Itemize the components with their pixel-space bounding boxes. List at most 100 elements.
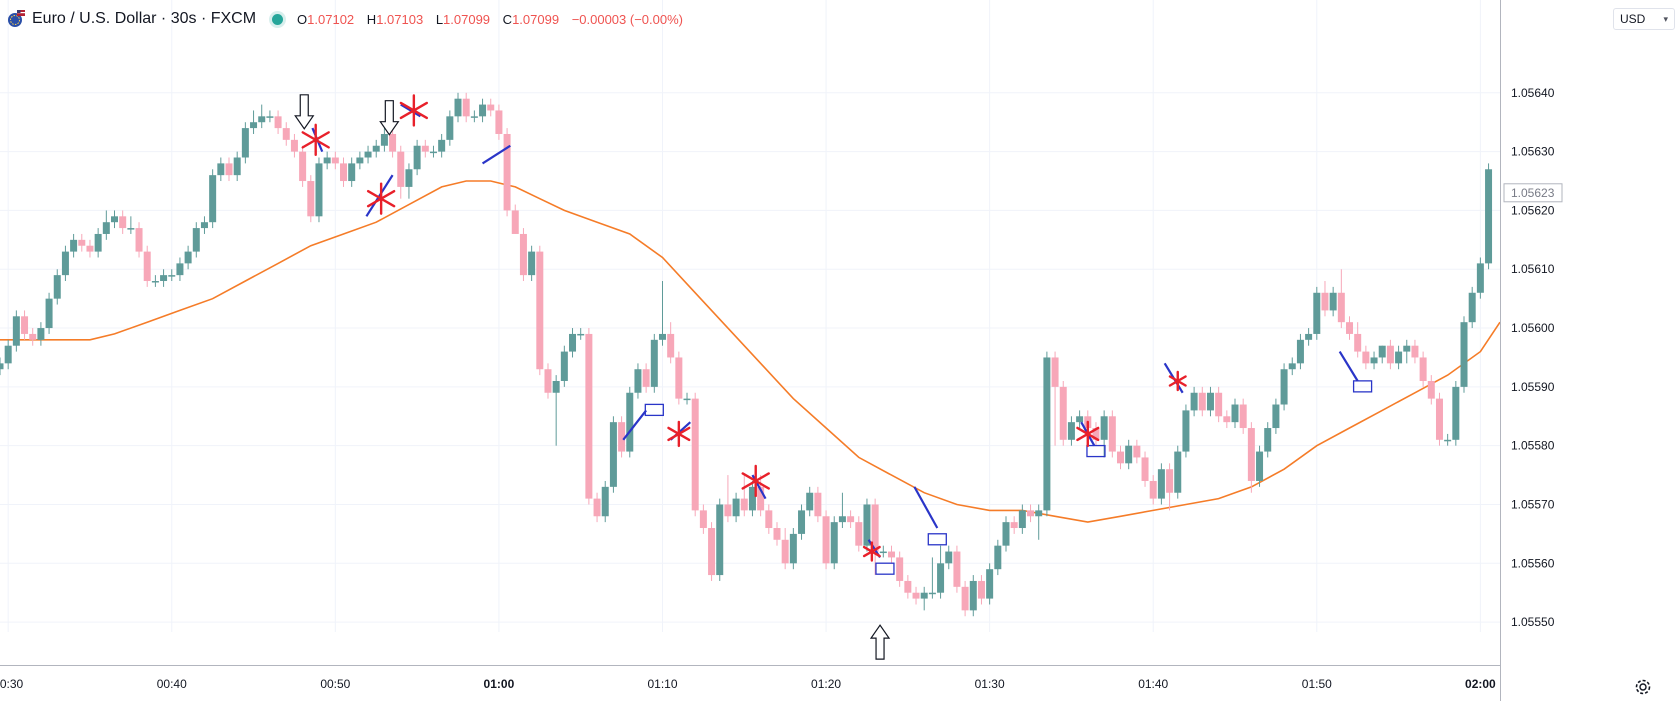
box-drawing[interactable]: [875, 562, 895, 575]
candle: [1108, 410, 1116, 458]
asterisk-stroke[interactable]: [862, 545, 881, 558]
trend-line-drawing[interactable]: [400, 103, 421, 118]
candle: [1133, 439, 1141, 464]
asterisk-stroke[interactable]: [399, 101, 429, 120]
candle: [1035, 504, 1043, 540]
arrow-down-marker[interactable]: [294, 94, 315, 130]
candle: [225, 157, 233, 182]
candle-body: [0, 363, 4, 370]
candle-body: [1076, 416, 1084, 423]
symbol-flag-icon[interactable]: [6, 9, 26, 29]
asterisk-marker[interactable]: [366, 182, 396, 215]
candle: [45, 292, 53, 334]
candle: [340, 157, 348, 187]
candle: [691, 392, 699, 517]
candle-body: [454, 98, 462, 117]
candle: [70, 233, 78, 258]
candle-body: [462, 98, 470, 117]
ohlc-high-value: 1.07103: [376, 11, 424, 27]
candle-body: [348, 163, 356, 182]
candle-body: [78, 239, 86, 246]
candle: [658, 281, 666, 346]
asterisk-marker[interactable]: [301, 123, 330, 157]
asterisk-marker[interactable]: [667, 420, 691, 448]
candle-body: [470, 116, 478, 118]
trend-line-drawing[interactable]: [913, 486, 939, 529]
asterisk-stroke[interactable]: [1168, 375, 1187, 387]
asterisk-marker[interactable]: [862, 541, 881, 562]
candle-body: [1002, 522, 1010, 546]
annotations-layer[interactable]: [294, 94, 1373, 660]
asterisk-stroke[interactable]: [301, 131, 330, 149]
candle: [994, 539, 1002, 576]
asterisk-marker[interactable]: [1076, 420, 1100, 448]
candle: [1305, 328, 1313, 346]
candle-body: [1125, 445, 1133, 464]
trend-line-drawing[interactable]: [365, 174, 394, 217]
candle: [4, 339, 12, 370]
candle: [1468, 286, 1476, 329]
candle-body: [487, 104, 495, 111]
candle-body: [315, 163, 323, 217]
candle: [200, 216, 208, 234]
candle-body: [994, 545, 1002, 570]
candle-body: [45, 298, 53, 329]
trend-line-drawing[interactable]: [622, 409, 647, 441]
candle-body: [544, 369, 552, 393]
candle: [37, 322, 45, 346]
gear-icon[interactable]: [1632, 676, 1654, 698]
box-drawing[interactable]: [927, 533, 947, 546]
candle-body: [863, 504, 871, 546]
asterisk-stroke[interactable]: [1076, 426, 1100, 442]
candle-body: [675, 357, 683, 399]
candle-body: [1411, 345, 1419, 358]
candle: [912, 586, 920, 605]
candle-body: [1296, 339, 1304, 364]
candle: [29, 328, 37, 346]
box-drawing[interactable]: [644, 403, 664, 417]
market-status-dot[interactable]: [272, 13, 284, 25]
candle: [282, 122, 290, 146]
candle: [544, 363, 552, 399]
candle-body: [1305, 333, 1313, 340]
symbol-title[interactable]: Euro / U.S. Dollar · 30s · FXCM: [32, 10, 257, 27]
candle-body: [1174, 451, 1182, 493]
candle: [732, 492, 740, 523]
candle-body: [1272, 404, 1280, 429]
candle: [765, 504, 773, 534]
asterisk-marker[interactable]: [1168, 370, 1187, 392]
candle-body: [209, 175, 217, 223]
arrow-down-marker[interactable]: [379, 100, 400, 136]
currency-select[interactable]: USD ▾: [1613, 8, 1675, 30]
candle: [1174, 445, 1182, 499]
candle: [184, 245, 192, 270]
candle: [192, 222, 200, 258]
asterisk-stroke[interactable]: [667, 426, 691, 442]
asterisk-stroke[interactable]: [741, 472, 770, 490]
trend-line-drawing[interactable]: [481, 144, 511, 165]
candle-body: [200, 222, 208, 229]
candle: [1125, 439, 1133, 470]
candle: [773, 522, 781, 546]
candle: [1239, 398, 1247, 434]
candle: [699, 504, 707, 534]
trend-line-drawing[interactable]: [1338, 351, 1359, 382]
asterisk-marker[interactable]: [741, 464, 770, 498]
last-price-label: 1.05623: [1511, 186, 1555, 200]
candle: [331, 151, 339, 170]
asterisk-marker[interactable]: [399, 94, 429, 127]
candle-body: [1452, 386, 1460, 440]
arrow-up-marker[interactable]: [869, 624, 891, 660]
candle: [454, 92, 462, 123]
candle: [879, 545, 887, 558]
candle-body: [266, 116, 274, 118]
box-drawing[interactable]: [1352, 380, 1373, 393]
candle: [348, 157, 356, 187]
asterisk-stroke[interactable]: [366, 189, 396, 208]
candle: [111, 210, 119, 229]
box-drawing[interactable]: [1086, 444, 1106, 458]
candle: [1321, 281, 1329, 317]
candle-body: [887, 551, 895, 558]
